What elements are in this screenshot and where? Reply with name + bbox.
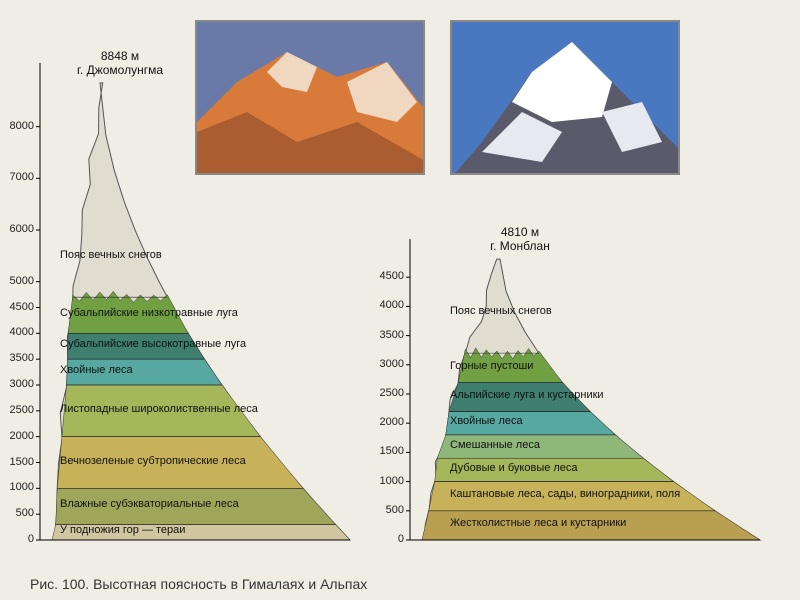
- photo-himalaya: [195, 20, 425, 175]
- alps-zone-label: Горные пустоши: [450, 361, 533, 373]
- alps-snow-label: Пояс вечных снегов: [450, 305, 570, 317]
- alps-zone-label: Хвойные леса: [450, 416, 523, 428]
- alps-zone-label: Альпийские луга и кустарники: [450, 390, 604, 402]
- alps-zone-label: Смешанные леса: [450, 440, 540, 452]
- alps-zone-label: Каштановые леса, сады, виноградники, пол…: [450, 489, 680, 501]
- photo-alps: [450, 20, 680, 175]
- alps-peak-label: 4810 мг. Монблан: [440, 225, 600, 254]
- alps-zone-label: Дубовые и буковые леса: [450, 463, 578, 475]
- alps-zone-label: Жестколистные леса и кустарники: [450, 518, 626, 530]
- figure-caption: Рис. 100. Высотная поясность в Гималаях …: [30, 576, 367, 592]
